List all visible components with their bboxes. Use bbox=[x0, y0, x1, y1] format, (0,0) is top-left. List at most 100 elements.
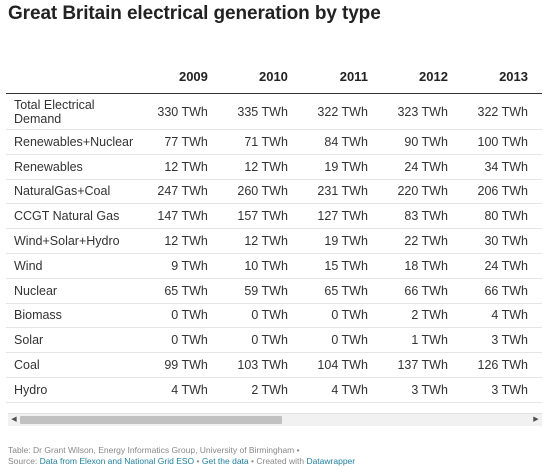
column-header-2010[interactable]: 2010 bbox=[221, 60, 302, 94]
page-title: Great Britain electrical generation by t… bbox=[8, 3, 381, 24]
table-cell: 100 TWh bbox=[461, 129, 542, 155]
table-row: Nuclear 65 TWh 59 TWh 65 TWh 66 TWh 66 T… bbox=[6, 278, 542, 304]
table-cell: 330 TWh bbox=[141, 93, 222, 130]
table-cell: 22 TWh bbox=[381, 228, 462, 254]
table-row: Coal 99 TWh 103 TWh 104 TWh 137 TWh 126 … bbox=[6, 352, 542, 378]
row-label: Biomass bbox=[6, 303, 142, 329]
table-cell: 220 TWh bbox=[381, 179, 462, 205]
table-cell: 4 TWh bbox=[461, 303, 542, 329]
table-cell: 127 TWh bbox=[301, 203, 382, 230]
table-cell: 66 TWh bbox=[381, 278, 462, 304]
table-cell: 2 TWh bbox=[381, 303, 462, 329]
table-cell: 77 TWh bbox=[141, 129, 222, 155]
table-cell: 15 TWh bbox=[301, 253, 382, 279]
row-label: Renewables+Nuclear bbox=[6, 129, 142, 155]
table-cell: 157 TWh bbox=[221, 203, 302, 230]
column-header-2013[interactable]: 2013 bbox=[461, 60, 542, 94]
table-row: Total Electrical Demand 330 TWh 335 TWh … bbox=[6, 93, 542, 130]
table-cell: 12 TWh bbox=[141, 228, 222, 254]
table-row: CCGT Natural Gas 147 TWh 157 TWh 127 TWh… bbox=[6, 203, 542, 230]
table-cell: 0 TWh bbox=[301, 303, 382, 329]
table-cell: 104 TWh bbox=[301, 352, 382, 378]
table-cell: 24 TWh bbox=[461, 253, 542, 279]
footer-source-line: Source: Data from Elexon and National Gr… bbox=[8, 456, 544, 467]
datawrapper-link[interactable]: Datawrapper bbox=[306, 456, 356, 466]
row-label: Wind bbox=[6, 253, 142, 279]
table-cell: 3 TWh bbox=[381, 377, 462, 403]
table-cell: 322 TWh bbox=[461, 93, 542, 130]
table-row: Wind 9 TWh 10 TWh 15 TWh 18 TWh 24 TWh bbox=[6, 253, 542, 279]
table-cell: 206 TWh bbox=[461, 179, 542, 205]
table-cell: 0 TWh bbox=[221, 327, 302, 354]
table-cell: 66 TWh bbox=[461, 278, 542, 304]
table-row: NaturalGas+Coal 247 TWh 260 TWh 231 TWh … bbox=[6, 179, 542, 205]
table-cell: 247 TWh bbox=[141, 179, 222, 205]
column-header-2011[interactable]: 2011 bbox=[301, 60, 382, 94]
column-header-2009[interactable]: 2009 bbox=[141, 60, 222, 94]
table-cell: 24 TWh bbox=[381, 154, 462, 180]
table-cell: 126 TWh bbox=[461, 352, 542, 378]
table-cell: 9 TWh bbox=[141, 253, 222, 279]
data-table-container[interactable]: 2009 2010 2011 2012 2013 Total Electrica… bbox=[6, 60, 542, 414]
table-cell: 0 TWh bbox=[141, 327, 222, 354]
table-cell: 137 TWh bbox=[381, 352, 462, 378]
table-cell: 12 TWh bbox=[141, 154, 222, 180]
footer-notes: Table: Dr Grant Wilson, Energy Informati… bbox=[8, 445, 544, 467]
table-cell: 335 TWh bbox=[221, 93, 302, 130]
table-cell: 1 TWh bbox=[381, 327, 462, 354]
table-cell: 10 TWh bbox=[221, 253, 302, 279]
table-cell: 71 TWh bbox=[221, 129, 302, 155]
table-row: Renewables 12 TWh 12 TWh 19 TWh 24 TWh 3… bbox=[6, 154, 542, 180]
table-cell: 18 TWh bbox=[381, 253, 462, 279]
source-data-link[interactable]: Data from Elexon and National Grid ESO bbox=[39, 456, 195, 466]
row-label: CCGT Natural Gas bbox=[6, 203, 142, 230]
table-cell: 2 TWh bbox=[221, 377, 302, 403]
scroll-right-arrow-icon[interactable]: ▶ bbox=[533, 416, 539, 423]
horizontal-scrollbar[interactable]: ◀ ▶ bbox=[8, 413, 542, 426]
table-cell: 4 TWh bbox=[301, 377, 382, 403]
table-row: Solar 0 TWh 0 TWh 0 TWh 1 TWh 3 TWh bbox=[6, 327, 542, 354]
scrollbar-thumb[interactable] bbox=[20, 416, 282, 424]
table-cell: 231 TWh bbox=[301, 179, 382, 205]
table-cell: 80 TWh bbox=[461, 203, 542, 230]
table-cell: 30 TWh bbox=[461, 228, 542, 254]
row-label: Total Electrical Demand bbox=[6, 93, 142, 130]
table-cell: 12 TWh bbox=[221, 228, 302, 254]
table-cell: 0 TWh bbox=[301, 327, 382, 354]
table-row: Biomass 0 TWh 0 TWh 0 TWh 2 TWh 4 TWh bbox=[6, 303, 542, 329]
table-cell: 3 TWh bbox=[461, 327, 542, 354]
table-cell: 65 TWh bbox=[301, 278, 382, 304]
table-row: Hydro 4 TWh 2 TWh 4 TWh 3 TWh 3 TWh bbox=[6, 377, 542, 403]
get-the-data-link[interactable]: Get the data bbox=[201, 456, 249, 466]
table-row: Wind+Solar+Hydro 12 TWh 12 TWh 19 TWh 22… bbox=[6, 228, 542, 254]
row-label: NaturalGas+Coal bbox=[6, 179, 142, 205]
scroll-left-arrow-icon[interactable]: ◀ bbox=[11, 416, 17, 423]
table-cell: 323 TWh bbox=[381, 93, 462, 130]
row-label: Wind+Solar+Hydro bbox=[6, 228, 142, 254]
table-cell: 322 TWh bbox=[301, 93, 382, 130]
row-label: Nuclear bbox=[6, 278, 142, 304]
table-cell: 3 TWh bbox=[461, 377, 542, 403]
footer-credit: Table: Dr Grant Wilson, Energy Informati… bbox=[8, 445, 300, 455]
table-cell: 147 TWh bbox=[141, 203, 222, 230]
table-cell: 12 TWh bbox=[221, 154, 302, 180]
table-cell: 99 TWh bbox=[141, 352, 222, 378]
table-cell: 19 TWh bbox=[301, 154, 382, 180]
table-row: Renewables+Nuclear 77 TWh 71 TWh 84 TWh … bbox=[6, 129, 542, 155]
created-with-text: • Created with bbox=[248, 456, 307, 466]
table-cell: 0 TWh bbox=[141, 303, 222, 329]
table-cell: 4 TWh bbox=[141, 377, 222, 403]
row-label: Solar bbox=[6, 327, 142, 354]
table-cell: 103 TWh bbox=[221, 352, 302, 378]
table-cell: 260 TWh bbox=[221, 179, 302, 205]
table-header-row: 2009 2010 2011 2012 2013 bbox=[6, 60, 542, 94]
row-label: Renewables bbox=[6, 154, 142, 180]
column-header-label bbox=[6, 60, 142, 94]
generation-table: 2009 2010 2011 2012 2013 Total Electrica… bbox=[6, 60, 542, 403]
table-cell: 90 TWh bbox=[381, 129, 462, 155]
column-header-2012[interactable]: 2012 bbox=[381, 60, 462, 94]
table-cell: 65 TWh bbox=[141, 278, 222, 304]
table-cell: 84 TWh bbox=[301, 129, 382, 155]
source-prefix: Source: bbox=[8, 456, 40, 466]
footer-separator: • bbox=[194, 456, 202, 466]
